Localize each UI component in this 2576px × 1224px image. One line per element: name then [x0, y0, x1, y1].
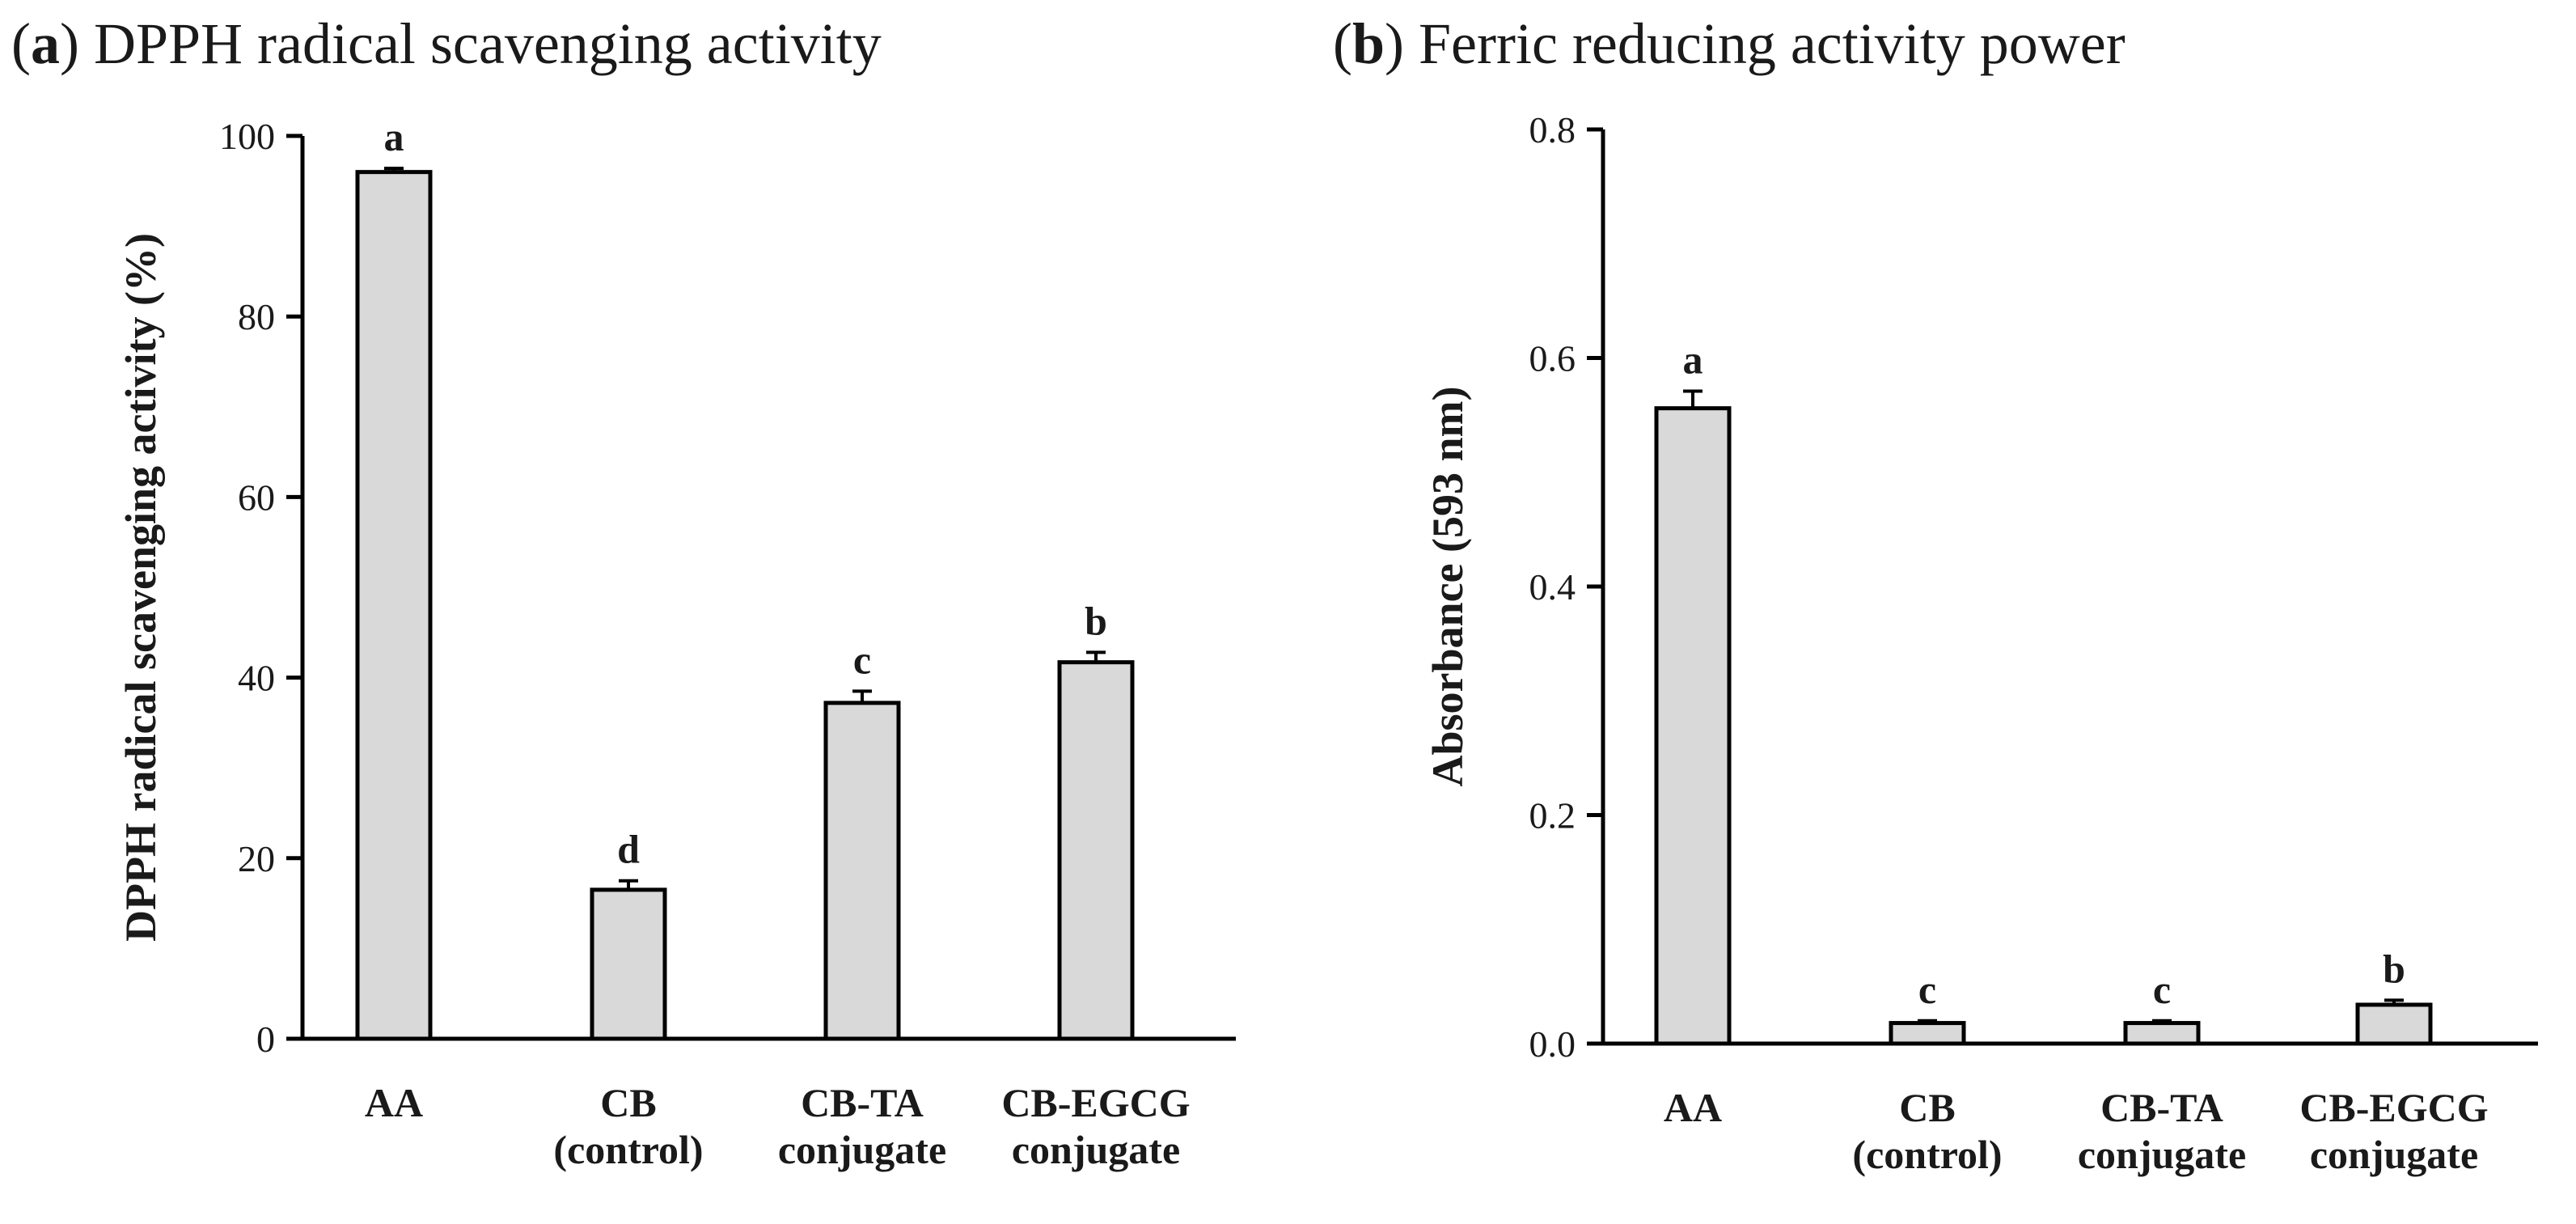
panel-a-bar [1057, 660, 1135, 1041]
panel-a-y-tick-label: 100 [219, 116, 275, 157]
panel-b-significance-letter: b [2383, 946, 2405, 991]
panel-a-title-text: DPPH radical scavenging activity [94, 11, 882, 76]
panel-a-bar [590, 887, 667, 1041]
panel-b-category-line: CB-TA [2100, 1085, 2223, 1130]
panel-b-chart: (b) Ferric reducing activity power Absor… [1333, 11, 2538, 1177]
panel-b-category-line: CB [1899, 1085, 1955, 1130]
panel-a-category-line: (control) [553, 1127, 703, 1172]
panel-a-y-tick-label: 40 [238, 658, 275, 699]
panel-b-category-line: CB-EGCG [2299, 1085, 2488, 1130]
panel-a-significance-letter: b [1085, 598, 1107, 643]
panel-a-category-line: CB-TA [801, 1080, 924, 1125]
panel-a-y-ticks: 0 20 40 60 80 100 [219, 116, 302, 1060]
panel-b-y-ticks: 0.0 0.2 0.4 0.6 0.8 [1529, 109, 1603, 1065]
panel-b-bar [2123, 1021, 2201, 1046]
panel-a-category-label: CB-EGCG conjugate [1001, 1080, 1190, 1172]
panel-a-category-line: CB [600, 1080, 656, 1125]
panel-b-title-text: Ferric reducing activity power [1419, 11, 2126, 76]
panel-a-category-line: AA [365, 1080, 423, 1125]
panel-a-y-tick-label: 60 [238, 476, 275, 518]
panel-b-significance-letter: c [2153, 967, 2171, 1012]
panel-b-significance-letter: c [1918, 967, 1936, 1012]
panel-b-bar [2355, 1002, 2433, 1046]
panel-b-y-tick-label: 0.6 [1529, 338, 1576, 379]
panel-a-y-tick-label: 20 [238, 838, 275, 879]
panel-b-category-label: CB-TA conjugate [2078, 1085, 2246, 1177]
panel-b-category-line: (control) [1852, 1132, 2002, 1177]
panel-a-bar [823, 701, 901, 1041]
panel-b-bar [1654, 406, 1732, 1046]
panel-a-y-tick-label: 80 [238, 296, 275, 337]
panel-a-category-label: CB-TA conjugate [778, 1080, 946, 1172]
panel-a-significance-letter: d [617, 827, 640, 872]
panel-a-title: (a) DPPH radical scavenging activity [11, 11, 882, 76]
panel-b-y-tick-label: 0.2 [1529, 795, 1576, 836]
panel-b-title: (b) Ferric reducing activity power [1333, 11, 2126, 76]
panel-a-bars: a d c b [355, 114, 1135, 1041]
panel-b-category-line: conjugate [2310, 1132, 2478, 1177]
panel-b-category-label: CB (control) [1852, 1085, 2002, 1177]
panel-b-y-tick-label: 0.8 [1529, 109, 1576, 150]
panel-a-significance-letter: c [853, 637, 871, 682]
panel-b-significance-letter: a [1683, 337, 1703, 382]
panel-b-letter: b [1352, 11, 1385, 76]
panel-a-significance-letter: a [384, 114, 404, 159]
panel-b-category-label: AA [1664, 1085, 1722, 1130]
panel-a-category-line: conjugate [778, 1127, 946, 1172]
panel-b-axes [1601, 129, 2538, 1046]
panel-b-category-line: conjugate [2078, 1132, 2246, 1177]
panel-a-category-line: CB-EGCG [1001, 1080, 1190, 1125]
panel-a-letter: a [31, 11, 60, 76]
panel-a-axes [300, 136, 1236, 1041]
panel-a-y-tick-label: 0 [256, 1019, 275, 1060]
panel-a-category-label: CB (control) [553, 1080, 703, 1172]
panel-b-y-tick-label: 0.0 [1529, 1023, 1576, 1065]
panel-a-category-label: AA [365, 1080, 423, 1125]
panel-a-y-axis-label: DPPH radical scavenging activity (%) [116, 233, 165, 942]
panel-a-chart: (a) DPPH radical scavenging activity DPP… [11, 11, 1236, 1172]
panel-b-category-line: AA [1664, 1085, 1722, 1130]
panel-b-category-label: CB-EGCG conjugate [2299, 1085, 2488, 1177]
panel-b-y-axis-label: Absorbance (593 nm) [1423, 387, 1472, 787]
panel-a-bar [355, 170, 433, 1041]
panel-b-bars: a c c b [1654, 337, 2433, 1046]
panel-b-y-tick-label: 0.4 [1529, 566, 1576, 608]
panel-a-category-line: conjugate [1012, 1127, 1180, 1172]
panel-b-bar [1889, 1021, 1966, 1046]
